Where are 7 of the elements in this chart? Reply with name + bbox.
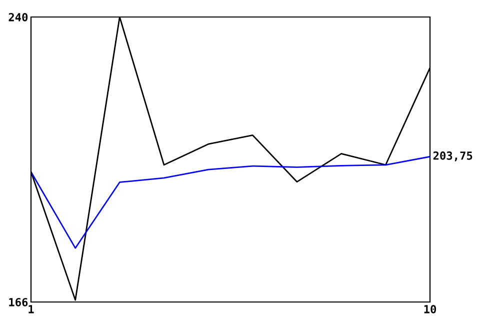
line-series (31, 17, 430, 301)
y-tick-label: 240 (8, 12, 28, 22)
annotation: 203,75 (433, 151, 472, 162)
x-tick-label: 10 (424, 304, 436, 314)
line-series (31, 156, 430, 249)
x-tick-label: 1 (28, 305, 34, 314)
y-tick-label: 166 (9, 298, 28, 306)
